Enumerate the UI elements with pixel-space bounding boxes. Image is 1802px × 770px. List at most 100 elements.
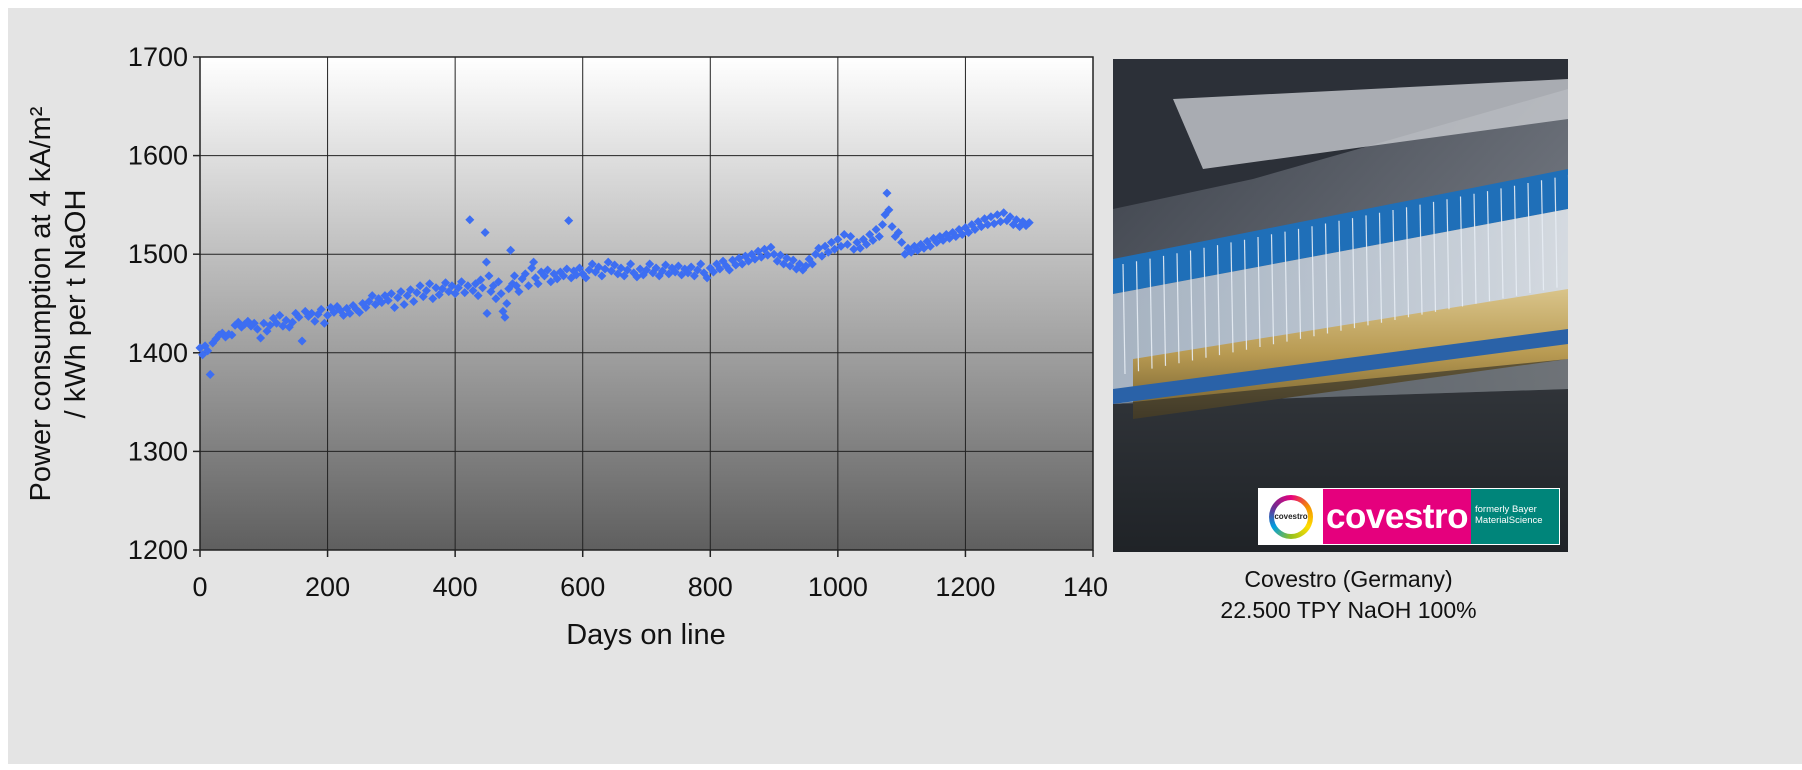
data-point: [871, 225, 881, 235]
data-point: [893, 228, 903, 238]
data-point: [471, 279, 481, 289]
data-point: [731, 260, 741, 270]
data-point: [817, 251, 827, 261]
cell-frame-line: [1338, 220, 1342, 331]
data-point: [855, 243, 865, 253]
color-ring-icon: covestro: [1269, 494, 1313, 539]
data-point: [418, 292, 428, 302]
data-point: [506, 245, 516, 255]
data-point: [491, 294, 501, 304]
cell-frame-line: [1203, 247, 1207, 358]
cell-frame-line: [1149, 258, 1153, 369]
data-point: [500, 312, 510, 322]
data-point: [484, 271, 494, 281]
data-point: [562, 264, 572, 274]
data-point: [323, 310, 333, 320]
cell-frame-line: [1176, 253, 1180, 364]
scatter-chart: 0 200 400 600 800 1000 1200 1400 1200 1300 1400 150…: [25, 42, 1108, 651]
data-point: [316, 304, 326, 314]
cell-frame-line: [1122, 263, 1126, 375]
x-tick-label: 1400: [1063, 572, 1108, 602]
caption-line-1: Covestro (Germany): [1244, 566, 1453, 592]
data-point: [310, 316, 320, 326]
x-tick-label: 800: [688, 572, 733, 602]
data-point: [673, 261, 683, 271]
plot-area: [199, 56, 1094, 551]
data-point: [345, 308, 355, 318]
logo-wordmark: covestro: [1323, 489, 1471, 544]
logo-mark-text: covestro: [1274, 499, 1308, 534]
data-point: [693, 265, 703, 275]
data-point: [256, 333, 266, 343]
data-point: [523, 281, 533, 291]
data-point: [571, 270, 581, 280]
data-point: [670, 267, 680, 277]
data-point: [473, 291, 483, 301]
data-point: [587, 259, 597, 269]
data-point: [1015, 222, 1025, 232]
data-point: [884, 205, 894, 215]
data-point: [465, 215, 475, 225]
data-point: [846, 231, 856, 241]
logo-formerly-note: formerly Bayer MaterialScience: [1471, 489, 1559, 544]
cell-frame-line: [1351, 218, 1356, 329]
data-point: [747, 249, 757, 259]
data-point: [476, 275, 486, 285]
data-point: [737, 259, 747, 269]
cell-frame-line: [1473, 193, 1477, 304]
data-point: [999, 208, 1009, 218]
data-point: [882, 188, 892, 198]
electrolyzer-photo: covestro covestro formerly Bayer Materia…: [1113, 59, 1568, 552]
grid-lines: [193, 56, 1094, 557]
data-point: [520, 269, 530, 279]
data-point: [494, 277, 504, 287]
caption-line-2: 22.500 TPY NaOH 100%: [1220, 597, 1477, 623]
data-point: [696, 259, 706, 269]
data-point: [807, 259, 817, 269]
data-point: [546, 277, 556, 287]
data-point: [509, 271, 519, 281]
data-point: [619, 271, 629, 281]
data-point: [502, 299, 512, 308]
data-point: [249, 318, 259, 328]
cell-frame-line: [1135, 261, 1140, 372]
cell-frame-line: [1243, 239, 1248, 350]
y-tick-label: 1400: [128, 338, 188, 368]
data-point: [575, 263, 585, 273]
data-point: [227, 330, 237, 340]
cell-frame-line: [1162, 255, 1167, 366]
x-tick-label: 1200: [935, 572, 995, 602]
data-point: [319, 318, 329, 328]
y-tick-label: 1300: [128, 436, 188, 466]
data-point: [1005, 212, 1015, 222]
data-point: [785, 261, 795, 271]
logo-former-line-2: MaterialScience: [1475, 515, 1543, 526]
data-point: [801, 261, 811, 271]
data-point: [964, 228, 974, 238]
data-point: [460, 288, 470, 298]
cell-frame-line: [1527, 182, 1531, 294]
cell-frame-line: [1378, 212, 1383, 323]
data-point: [689, 271, 699, 281]
cell-frame-line: [1513, 185, 1518, 296]
data-point: [597, 271, 607, 281]
logo-ring-mark: covestro: [1259, 489, 1323, 544]
x-tick-label: 1000: [808, 572, 868, 602]
data-point: [897, 237, 907, 247]
data-point: [354, 307, 364, 317]
data-point: [651, 263, 661, 273]
data-point: [970, 225, 980, 235]
data-point: [437, 284, 447, 294]
data-point: [496, 289, 506, 299]
data-point: [878, 220, 888, 230]
data-point: [533, 279, 543, 289]
x-tick-label: 600: [560, 572, 605, 602]
data-point: [833, 234, 843, 244]
logo-former-line-1: formerly Bayer: [1475, 504, 1537, 515]
y-axis-title-line-2: / kWh per t NaOH: [60, 190, 92, 419]
x-axis-title: Days on line: [566, 619, 726, 651]
data-point: [405, 285, 415, 295]
tick-labels: 0 200 400 600 800 1000 1200 1400 1200 1300 1400 150…: [128, 42, 1108, 602]
data-point: [606, 266, 616, 276]
y-tick-label: 1700: [128, 42, 188, 72]
